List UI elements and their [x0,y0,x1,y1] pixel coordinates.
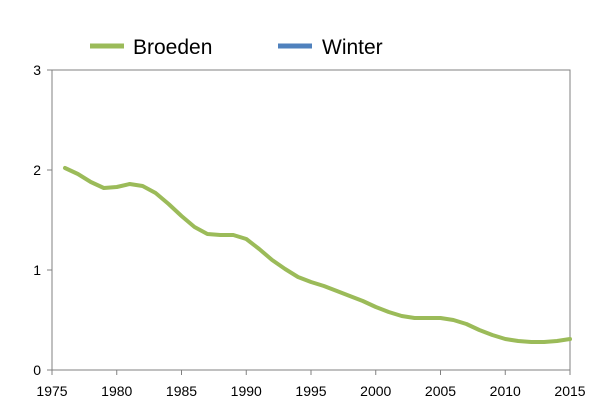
legend-label-winter: Winter [322,36,383,59]
y-tick-label: 3 [33,62,41,78]
legend: Broeden Winter [90,36,383,59]
x-axis: 1975 1980 1985 1990 1995 2000 2005 2010 2015 [36,370,586,399]
series-layer [63,166,572,344]
y-tick-label: 0 [33,362,41,378]
x-tick-label: 1995 [295,383,326,399]
y-tick-label: 1 [33,262,41,278]
x-tick-label: 1990 [231,383,262,399]
y-axis: 0 1 2 3 [33,62,52,378]
series-line-broeden [63,166,572,344]
x-tick-label: 1980 [101,383,132,399]
x-tick-label: 1985 [166,383,197,399]
x-tick-label: 2005 [425,383,456,399]
x-tick-label: 2000 [360,383,391,399]
legend-label-broeden: Broeden [133,36,212,59]
x-tick-label: 1975 [36,383,67,399]
x-tick-label: 2010 [490,383,521,399]
plot-area-frame [51,69,571,371]
y-tick-label: 2 [33,162,41,178]
x-tick-label: 2015 [554,383,585,399]
